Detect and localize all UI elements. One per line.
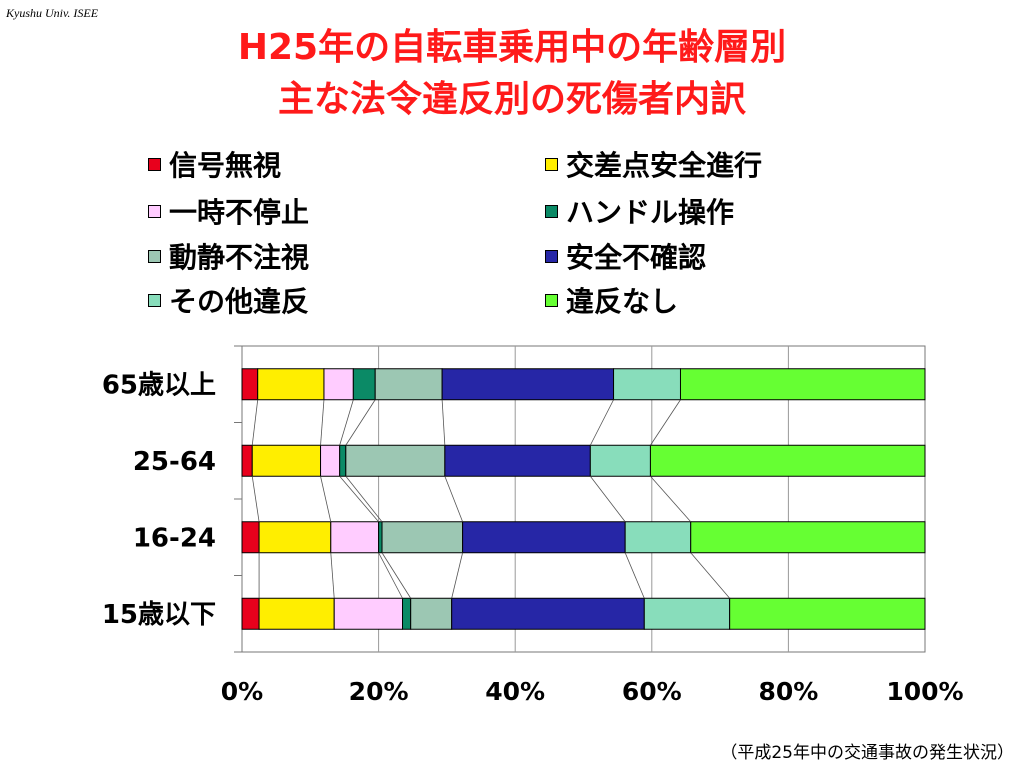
x-tick-label: 40% bbox=[485, 677, 545, 706]
bar-segment bbox=[690, 521, 926, 554]
bar-segment bbox=[339, 444, 347, 477]
bar-segment bbox=[257, 368, 325, 401]
legend-item-handling: ハンドル操作 bbox=[545, 193, 734, 229]
legend-label: 安全不確認 bbox=[566, 241, 707, 274]
bar-segment bbox=[258, 597, 335, 630]
bar-segment bbox=[320, 444, 341, 477]
series-line bbox=[330, 552, 335, 599]
legend-label: 一時不停止 bbox=[169, 196, 310, 229]
category-label: 25-64 bbox=[133, 447, 216, 477]
series-line bbox=[690, 552, 730, 599]
source-note: （平成25年中の交通事故の発生状況） bbox=[720, 743, 1014, 763]
bar-segment bbox=[374, 368, 443, 401]
legend-swatch bbox=[148, 293, 161, 307]
x-tick-label: 60% bbox=[622, 677, 682, 706]
bar-segment bbox=[589, 444, 651, 477]
legend-item-safety-check: 安全不確認 bbox=[545, 238, 706, 274]
legend-label: その他違反 bbox=[169, 285, 310, 318]
x-tick-label: 20% bbox=[349, 677, 409, 706]
legend-swatch bbox=[148, 157, 161, 171]
series-line bbox=[378, 552, 403, 599]
chart-title-line2: 主な法令違反別の死傷者内訳 bbox=[277, 79, 746, 120]
x-tick-label: 0% bbox=[221, 677, 263, 706]
bar-segment bbox=[333, 597, 404, 630]
series-line bbox=[345, 476, 383, 522]
legend-item-signal-ignore: 信号無視 bbox=[148, 146, 281, 182]
legend-swatch bbox=[148, 204, 161, 218]
bar-segment bbox=[381, 521, 464, 554]
bar-segment bbox=[410, 597, 453, 630]
bar-segment bbox=[241, 444, 253, 477]
legend-label: 動静不注視 bbox=[169, 241, 310, 274]
series-line bbox=[650, 399, 681, 446]
series-line bbox=[345, 399, 376, 446]
legend-swatch bbox=[148, 249, 161, 263]
bar-segment bbox=[241, 368, 259, 401]
legend-label: ハンドル操作 bbox=[566, 196, 735, 229]
series-line bbox=[320, 476, 332, 522]
series-line bbox=[251, 476, 260, 522]
bar-segment bbox=[444, 444, 591, 477]
bar-segment bbox=[345, 444, 446, 477]
bar-segment bbox=[251, 444, 322, 477]
category-label: 16-24 bbox=[133, 523, 216, 553]
chart-title-line1: H25年の自転車乗用中の年齢層別 bbox=[237, 27, 787, 68]
series-line bbox=[650, 475, 692, 523]
series-line bbox=[381, 552, 412, 599]
x-tick-label: 80% bbox=[758, 677, 818, 706]
legend-swatch bbox=[545, 204, 558, 218]
bar-segment bbox=[729, 597, 926, 630]
bar-segment bbox=[649, 444, 926, 477]
bar-segment bbox=[643, 597, 731, 630]
bar-segment bbox=[330, 521, 380, 554]
series-line bbox=[339, 399, 354, 446]
legend-label: 信号無視 bbox=[169, 149, 282, 182]
bar-segment bbox=[679, 368, 926, 401]
series-line bbox=[624, 552, 645, 599]
bar-segment bbox=[462, 521, 626, 554]
bar-segment bbox=[352, 368, 376, 401]
series-line bbox=[451, 552, 463, 599]
bar-segment bbox=[402, 597, 412, 630]
legend-label: 交差点安全進行 bbox=[566, 149, 763, 182]
legend-item-other-violation: その他違反 bbox=[148, 282, 309, 318]
bar-segment bbox=[624, 521, 692, 554]
legend-swatch bbox=[545, 249, 558, 263]
bar-segment bbox=[323, 368, 354, 401]
bar-segment bbox=[451, 597, 645, 630]
series-line bbox=[251, 399, 259, 446]
legend-swatch bbox=[545, 293, 558, 307]
legend-item-intersection-safety: 交差点安全進行 bbox=[545, 146, 762, 182]
x-tick-label: 100% bbox=[886, 677, 963, 706]
legend-swatch bbox=[545, 157, 558, 171]
series-line bbox=[320, 399, 325, 446]
series-line bbox=[444, 476, 463, 522]
bar-segment bbox=[241, 597, 260, 630]
series-line bbox=[441, 399, 446, 446]
organization-label: Kyushu Univ. ISEE bbox=[6, 6, 99, 20]
bar-segment bbox=[441, 368, 615, 401]
bar-segment bbox=[241, 521, 260, 554]
category-label: 15歳以下 bbox=[102, 600, 216, 630]
bar-segment bbox=[378, 521, 383, 554]
series-line bbox=[339, 475, 379, 523]
series-line bbox=[590, 476, 626, 522]
stacked-bar-chart: 65歳以上 25-64 16-24 15歳以下 0% 20% 40% 60% 80% 100% bbox=[102, 345, 964, 706]
bar-segment bbox=[258, 521, 332, 554]
series-line bbox=[589, 399, 614, 446]
legend-item-no-violation: 違反なし bbox=[545, 282, 678, 318]
category-label: 65歳以上 bbox=[102, 370, 216, 400]
legend-label: 違反なし bbox=[566, 285, 679, 318]
bar-segment bbox=[613, 368, 681, 401]
legend-item-inattention: 動静不注視 bbox=[148, 238, 309, 274]
legend-item-no-stop: 一時不停止 bbox=[148, 193, 309, 229]
